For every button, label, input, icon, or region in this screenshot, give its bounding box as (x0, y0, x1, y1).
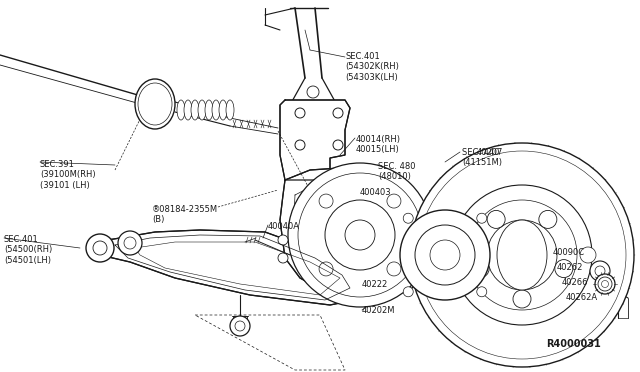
Circle shape (333, 140, 343, 150)
Circle shape (477, 287, 487, 297)
Circle shape (487, 220, 557, 290)
Ellipse shape (598, 277, 612, 291)
Circle shape (118, 231, 142, 255)
Circle shape (487, 211, 505, 228)
Circle shape (278, 253, 288, 263)
Text: 40266: 40266 (562, 278, 589, 287)
Circle shape (295, 108, 305, 118)
Text: SEC. 440
(41151M): SEC. 440 (41151M) (462, 148, 502, 167)
Ellipse shape (226, 100, 234, 120)
Circle shape (418, 151, 626, 359)
Polygon shape (280, 100, 350, 180)
Polygon shape (95, 230, 360, 305)
Ellipse shape (497, 220, 547, 290)
Circle shape (298, 173, 422, 297)
Circle shape (513, 290, 531, 308)
Text: 40040A: 40040A (268, 222, 300, 231)
Ellipse shape (198, 100, 206, 120)
Circle shape (230, 316, 250, 336)
Circle shape (452, 185, 592, 325)
Circle shape (403, 213, 413, 223)
Circle shape (467, 200, 577, 310)
Text: 40222: 40222 (362, 280, 388, 289)
Circle shape (235, 321, 245, 331)
Circle shape (124, 237, 136, 249)
Circle shape (471, 260, 489, 278)
Circle shape (278, 235, 288, 245)
Ellipse shape (191, 100, 199, 120)
Text: 40202M: 40202M (362, 306, 396, 315)
Ellipse shape (595, 274, 615, 294)
Circle shape (387, 262, 401, 276)
Circle shape (86, 234, 114, 262)
Text: 400403: 400403 (360, 188, 392, 197)
Text: SEC.401
(54500(RH)
(54501(LH): SEC.401 (54500(RH) (54501(LH) (4, 235, 52, 265)
Text: 40014(RH)
40015(LH): 40014(RH) 40015(LH) (356, 135, 401, 154)
Circle shape (400, 210, 490, 300)
Circle shape (319, 262, 333, 276)
Text: 40262: 40262 (557, 263, 584, 272)
Circle shape (580, 247, 596, 263)
Circle shape (430, 240, 460, 270)
Circle shape (288, 163, 432, 307)
Text: 40090C: 40090C (553, 248, 585, 257)
Text: R4000031: R4000031 (546, 339, 601, 349)
Ellipse shape (177, 100, 185, 120)
Ellipse shape (138, 83, 172, 125)
Circle shape (477, 213, 487, 223)
Circle shape (295, 140, 305, 150)
Circle shape (403, 287, 413, 297)
Circle shape (410, 143, 634, 367)
Circle shape (590, 261, 610, 281)
Text: ®08184-2355M
(B): ®08184-2355M (B) (152, 205, 218, 224)
Circle shape (504, 237, 540, 273)
Text: SEC.401
(54302K(RH)
(54303K(LH): SEC.401 (54302K(RH) (54303K(LH) (345, 52, 399, 82)
Polygon shape (280, 168, 385, 290)
Text: 40207: 40207 (477, 148, 504, 157)
Circle shape (595, 266, 605, 276)
Ellipse shape (212, 100, 220, 120)
Circle shape (415, 225, 475, 285)
Circle shape (539, 211, 557, 228)
Ellipse shape (135, 79, 175, 129)
Ellipse shape (184, 100, 192, 120)
Circle shape (319, 194, 333, 208)
Text: SEC. 480
(48010): SEC. 480 (48010) (378, 162, 415, 182)
Circle shape (345, 220, 375, 250)
Ellipse shape (602, 280, 609, 288)
Circle shape (93, 241, 107, 255)
Circle shape (387, 194, 401, 208)
Circle shape (555, 260, 573, 278)
Circle shape (333, 108, 343, 118)
Text: 40262A: 40262A (566, 293, 598, 302)
Circle shape (307, 86, 319, 98)
Ellipse shape (205, 100, 213, 120)
Text: SEC.391
(39100M(RH)
(39101 (LH): SEC.391 (39100M(RH) (39101 (LH) (40, 160, 95, 190)
Circle shape (325, 200, 395, 270)
Ellipse shape (219, 100, 227, 120)
